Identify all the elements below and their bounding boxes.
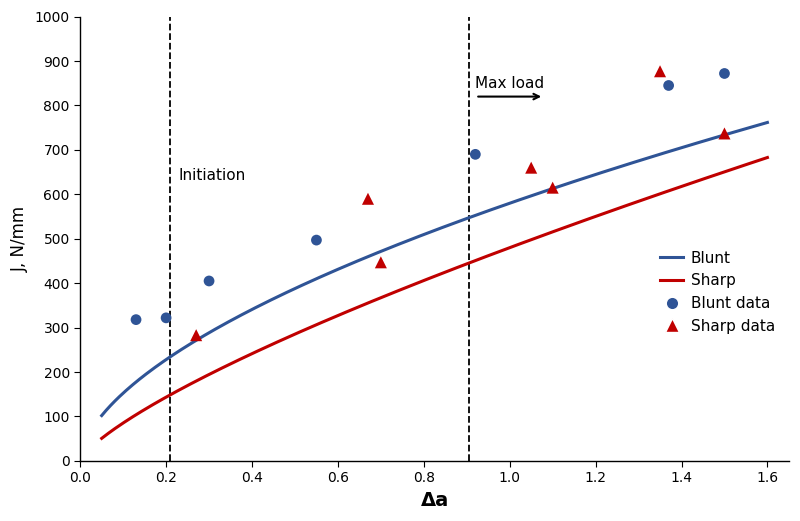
- Point: [374, 258, 387, 266]
- Point: [160, 314, 173, 322]
- Point: [310, 236, 323, 244]
- Point: [362, 195, 374, 203]
- Point: [130, 315, 142, 324]
- Point: [190, 331, 202, 339]
- X-axis label: Δa: Δa: [421, 491, 449, 510]
- Point: [546, 183, 559, 192]
- Y-axis label: J, N/mm: J, N/mm: [11, 206, 29, 272]
- Text: Max load: Max load: [475, 76, 545, 91]
- Legend: Blunt, Sharp, Blunt data, Sharp data: Blunt, Sharp, Blunt data, Sharp data: [654, 244, 782, 340]
- Point: [718, 129, 731, 138]
- Point: [525, 164, 538, 172]
- Point: [202, 277, 215, 285]
- Point: [718, 69, 731, 78]
- Point: [469, 150, 482, 158]
- Point: [654, 67, 666, 76]
- Text: Initiation: Initiation: [179, 168, 246, 183]
- Point: [662, 81, 675, 90]
